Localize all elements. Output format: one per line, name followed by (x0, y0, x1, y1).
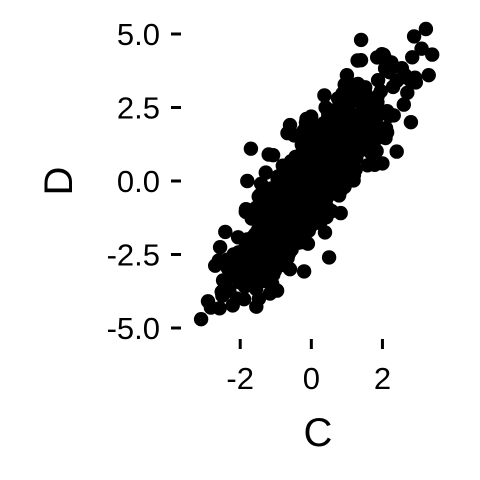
data-point (386, 108, 401, 123)
data-point (272, 203, 287, 219)
y-tick-label: 5.0 (117, 17, 160, 52)
data-point (333, 178, 348, 193)
data-point (212, 301, 227, 316)
data-point (384, 55, 399, 70)
data-point (261, 147, 276, 162)
data-point (403, 115, 419, 130)
data-point (318, 100, 333, 115)
y-axis: 5.0 2.5 0.0 -2.5 -5.0 (107, 17, 181, 346)
data-point (414, 41, 429, 56)
data-point (346, 167, 361, 183)
data-point (374, 47, 390, 62)
y-tick-label: -2.5 (107, 238, 160, 273)
data-point (294, 200, 309, 215)
data-point (218, 224, 233, 240)
data-point (310, 200, 325, 215)
data-point (310, 156, 325, 171)
data-point (230, 230, 246, 245)
data-point (282, 117, 298, 133)
x-tick-label: 0 (303, 361, 320, 396)
data-point (256, 207, 271, 222)
data-point (211, 253, 227, 268)
data-point (296, 264, 312, 279)
y-tick-label: 0.0 (117, 164, 160, 199)
data-point (396, 97, 411, 112)
y-tick-label: -5.0 (107, 311, 160, 346)
data-point (418, 21, 434, 37)
data-points (193, 21, 440, 327)
data-point (321, 177, 337, 193)
data-point (193, 312, 209, 327)
data-point (321, 250, 337, 265)
data-point (291, 189, 307, 204)
x-tick-label: -2 (226, 361, 254, 396)
x-tick-label: 2 (374, 361, 391, 396)
data-point (405, 50, 420, 65)
data-point (326, 152, 341, 168)
data-point (229, 291, 244, 306)
data-point (425, 47, 440, 62)
data-point (389, 73, 404, 89)
data-point (330, 91, 346, 106)
data-point (406, 29, 422, 44)
data-point (232, 274, 247, 290)
data-point (243, 141, 259, 156)
data-point (350, 53, 365, 68)
data-point (296, 123, 311, 138)
data-point (252, 228, 267, 243)
data-point (281, 228, 296, 243)
y-tick-label: 2.5 (117, 91, 160, 126)
data-point (317, 88, 332, 103)
data-point (389, 144, 404, 159)
data-point (368, 132, 383, 147)
data-point (339, 68, 355, 83)
data-point (212, 240, 228, 255)
data-point (244, 211, 259, 226)
data-point (378, 120, 394, 136)
data-point (249, 299, 264, 314)
data-point (215, 288, 230, 303)
data-point (353, 32, 369, 48)
data-point (282, 262, 298, 277)
data-point (421, 68, 436, 83)
data-point (317, 225, 333, 240)
data-point (265, 276, 280, 292)
data-point (240, 173, 255, 189)
data-point (258, 165, 273, 180)
data-point (357, 84, 372, 99)
data-point (309, 138, 324, 153)
data-point (200, 294, 216, 309)
data-point (342, 153, 358, 169)
data-point (250, 267, 266, 283)
data-point (257, 188, 273, 203)
data-point (287, 159, 302, 174)
data-point (300, 236, 316, 251)
data-point (309, 214, 324, 229)
data-point (403, 73, 418, 88)
data-point (233, 262, 248, 277)
data-point (400, 85, 415, 101)
data-point (370, 73, 386, 88)
data-point (358, 109, 373, 124)
x-axis-title: C (304, 411, 333, 455)
data-point (375, 156, 390, 171)
data-point (281, 175, 297, 190)
data-point (330, 123, 345, 138)
data-point (290, 214, 306, 229)
data-point (318, 125, 333, 140)
y-axis-title: D (37, 167, 81, 196)
data-point (329, 101, 345, 117)
x-axis: -2 0 2 (226, 339, 391, 396)
data-point (342, 110, 357, 125)
